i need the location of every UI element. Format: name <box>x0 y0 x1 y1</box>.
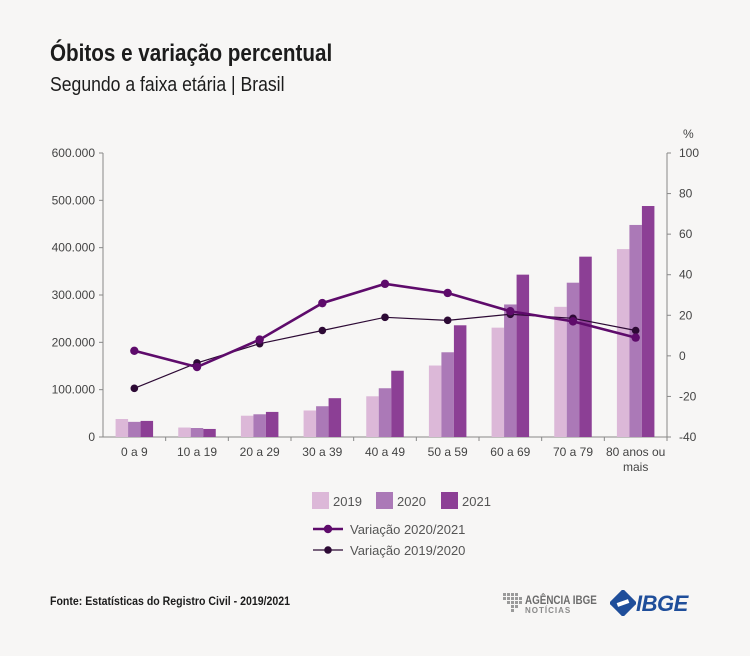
point-variacao-2019-2020-4 <box>381 313 389 322</box>
legend-line-marker-0 <box>323 524 333 534</box>
bar-2019-6 <box>491 327 505 437</box>
x-axis-tick-label: 80 anos ou <box>606 445 665 459</box>
bar-2021-7 <box>579 256 592 437</box>
legend-swatch-2021 <box>441 492 458 509</box>
x-axis-tick-label: 0 a 9 <box>121 445 148 459</box>
bar-2020-2 <box>253 414 266 437</box>
legend-label-2020: 2020 <box>397 494 426 509</box>
bar-2020-4 <box>378 388 392 437</box>
right-axis-tick-label: -20 <box>679 389 697 403</box>
left-axis-tick-label: 200.000 <box>52 335 96 349</box>
point-variacao-2019-2020-0 <box>130 384 139 393</box>
bar-2021-0 <box>140 420 154 437</box>
bar-2021-1 <box>203 428 216 437</box>
right-axis-unit-label: % <box>683 127 694 141</box>
bar-2021-2 <box>265 411 279 437</box>
bar-2019-4 <box>366 396 379 437</box>
point-variacao-2020-2021-8 <box>631 333 640 342</box>
x-axis-tick-label: 10 a 19 <box>177 445 217 459</box>
right-axis-tick-label: 20 <box>679 308 693 322</box>
bar-2021-6 <box>516 274 530 437</box>
right-axis-tick-label: 0 <box>679 349 686 363</box>
legend-line-label-0: Variação 2020/2021 <box>350 522 465 537</box>
left-axis-tick-label: 500.000 <box>52 193 96 207</box>
legend-line-label-1: Variação 2019/2020 <box>350 543 465 558</box>
point-variacao-2020-2021-1 <box>192 362 202 372</box>
point-variacao-2020-2021-3 <box>318 298 327 308</box>
right-axis-tick-label: 100 <box>679 146 699 160</box>
point-variacao-2019-2020-3 <box>318 326 327 335</box>
legend-label-2019: 2019 <box>333 494 362 509</box>
legend-label-2021: 2021 <box>462 494 491 509</box>
source-note: Fonte: Estatísticas do Registro Civil - … <box>50 594 291 608</box>
legend-swatch-2019 <box>312 492 329 509</box>
point-variacao-2019-2020-8 <box>631 326 640 335</box>
ibge-logo-text: IBGE <box>636 591 688 616</box>
bar-2020-7 <box>566 282 580 437</box>
x-axis-tick-label: 40 a 49 <box>365 445 405 459</box>
bar-2019-3 <box>303 410 317 437</box>
bar-2019-1 <box>178 427 191 437</box>
x-axis-tick-label: 70 a 79 <box>553 445 593 459</box>
legend-line-marker-1 <box>324 546 332 554</box>
chart-subtitle: Segundo a faixa etária | Brasil <box>50 74 285 96</box>
bar-2021-3 <box>328 398 342 437</box>
bar-2019-7 <box>554 306 567 437</box>
point-variacao-2020-2021-6 <box>506 307 515 316</box>
left-axis-tick-label: 400.000 <box>52 241 96 255</box>
left-axis-tick-label: 600.000 <box>52 146 96 160</box>
left-axis-tick-label: 100.000 <box>52 383 96 397</box>
x-axis-tick-label: mais <box>623 460 648 474</box>
point-variacao-2019-2020-5 <box>443 316 452 325</box>
bar-2020-5 <box>441 352 454 437</box>
right-axis-tick-label: -40 <box>679 430 697 444</box>
bar-2019-0 <box>115 419 129 437</box>
right-axis-tick-label: 80 <box>679 187 693 201</box>
agencia-logo-text: AGÊNCIA IBGE <box>525 593 597 607</box>
x-axis-tick-label: 30 a 39 <box>302 445 342 459</box>
point-variacao-2020-2021-0 <box>130 346 139 355</box>
point-variacao-2020-2021-7 <box>568 317 578 326</box>
point-variacao-2020-2021-5 <box>443 288 452 298</box>
agencia-logo-subtext: NOTÍCIAS <box>525 606 572 615</box>
x-axis-tick-label: 20 a 29 <box>240 445 280 459</box>
right-axis-tick-label: 60 <box>679 227 693 241</box>
bar-2021-4 <box>391 370 404 437</box>
bar-2019-8 <box>616 249 630 437</box>
bar-2020-6 <box>504 304 517 437</box>
point-variacao-2020-2021-4 <box>380 279 390 289</box>
bar-2020-0 <box>128 421 141 437</box>
chart-title: Óbitos e variação percentual <box>50 40 333 67</box>
bar-2020-3 <box>316 406 329 437</box>
x-axis-tick-label: 50 a 59 <box>428 445 468 459</box>
agencia-grid-icon <box>503 593 522 612</box>
point-variacao-2020-2021-2 <box>255 335 264 344</box>
x-axis-tick-label: 60 a 69 <box>490 445 530 459</box>
left-axis-tick-label: 0 <box>88 430 95 444</box>
right-axis-tick-label: 40 <box>679 268 693 282</box>
bar-2020-1 <box>190 428 204 437</box>
legend-swatch-2020 <box>376 492 393 509</box>
bar-2019-5 <box>428 365 442 437</box>
bar-2019-2 <box>240 415 254 437</box>
left-axis-tick-label: 300.000 <box>52 288 96 302</box>
bar-2021-8 <box>641 206 655 437</box>
bar-2021-5 <box>453 325 467 437</box>
